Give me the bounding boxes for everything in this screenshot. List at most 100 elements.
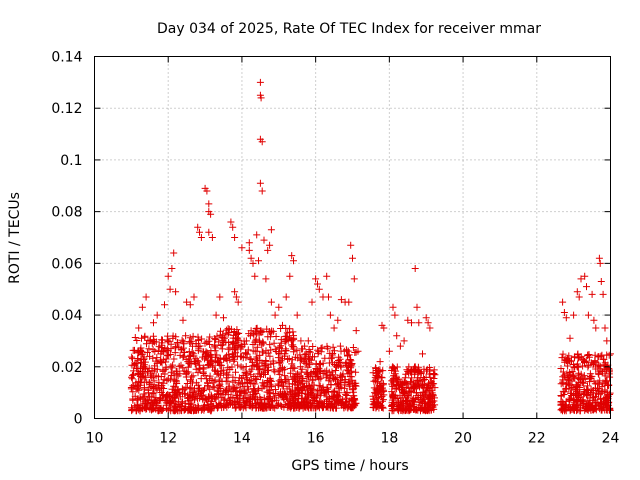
data-point — [283, 403, 291, 411]
data-point — [206, 375, 214, 383]
data-point — [149, 354, 157, 362]
data-point — [256, 370, 264, 378]
data-point — [129, 388, 137, 396]
data-point — [163, 377, 171, 385]
data-point — [286, 325, 294, 333]
data-point — [570, 405, 578, 413]
data-point — [309, 394, 317, 401]
data-point — [344, 351, 352, 359]
data-point — [260, 382, 268, 390]
data-point — [235, 400, 243, 408]
data-point — [131, 360, 139, 368]
data-point — [373, 367, 381, 374]
data-point — [266, 241, 274, 249]
data-point — [145, 389, 152, 397]
data-point — [140, 363, 148, 371]
data-point — [201, 371, 209, 379]
data-point — [574, 351, 582, 359]
data-point — [170, 355, 178, 363]
data-point — [393, 332, 401, 340]
y-tick-label: 0 — [74, 412, 83, 428]
data-point — [158, 406, 166, 414]
y-tick-label: 0.06 — [51, 256, 82, 272]
data-point — [143, 349, 151, 356]
data-point — [137, 364, 144, 372]
data-point — [559, 378, 567, 386]
data-point — [172, 343, 180, 351]
data-point — [595, 353, 603, 360]
y-tick-label: 0.14 — [51, 50, 82, 66]
data-point — [369, 392, 377, 400]
data-point — [294, 399, 302, 407]
data-point — [258, 138, 266, 146]
data-point — [230, 331, 238, 339]
data-point — [182, 373, 190, 381]
data-point — [298, 387, 306, 395]
data-point — [573, 390, 581, 398]
y-axis-label: ROTI / TECUs — [7, 192, 23, 284]
data-point — [285, 383, 293, 391]
x-tick-label: 16 — [307, 431, 325, 447]
data-point — [293, 384, 301, 392]
data-point — [192, 340, 200, 348]
data-point — [179, 398, 186, 406]
data-point — [426, 324, 434, 332]
data-point — [586, 373, 594, 381]
data-point — [226, 356, 234, 364]
data-point — [229, 223, 237, 231]
data-point — [591, 359, 599, 367]
data-point — [304, 396, 312, 404]
data-point — [328, 353, 336, 361]
data-point — [323, 272, 331, 280]
data-point — [261, 404, 269, 412]
data-point — [347, 367, 355, 375]
data-point — [200, 387, 207, 395]
data-point — [128, 361, 136, 369]
data-point — [165, 338, 173, 346]
data-point — [275, 303, 283, 311]
data-point — [163, 352, 171, 360]
data-point — [409, 365, 417, 373]
data-point — [404, 380, 412, 388]
data-point — [172, 405, 180, 413]
scatter-points — [127, 78, 614, 415]
data-point — [351, 401, 359, 409]
data-point — [234, 345, 242, 353]
data-point — [293, 347, 301, 355]
data-point — [138, 334, 145, 342]
data-point — [235, 374, 243, 382]
data-point — [304, 363, 312, 371]
data-point — [182, 332, 190, 340]
data-point — [399, 384, 406, 391]
data-point — [170, 370, 178, 378]
data-point — [298, 376, 306, 384]
data-point — [230, 357, 238, 365]
data-point — [152, 384, 160, 392]
data-point — [277, 325, 285, 332]
data-point — [391, 311, 399, 319]
data-point — [404, 394, 412, 402]
data-point — [352, 327, 360, 335]
data-point — [162, 393, 170, 401]
data-point — [309, 375, 317, 383]
x-tick-label: 22 — [528, 431, 546, 447]
data-point — [195, 384, 203, 392]
data-point — [262, 275, 270, 283]
data-point — [253, 329, 261, 337]
data-point — [211, 342, 219, 350]
data-point — [592, 324, 600, 332]
data-point — [411, 370, 419, 378]
data-point — [159, 336, 166, 344]
data-point — [315, 285, 323, 293]
data-point — [605, 351, 613, 359]
data-point — [304, 355, 312, 363]
data-point — [259, 348, 267, 356]
data-point — [200, 348, 208, 356]
data-point — [215, 390, 222, 398]
data-point — [430, 366, 438, 374]
data-point — [572, 403, 580, 411]
data-point — [147, 393, 155, 401]
x-tick-labels: 10 12 14 16 18 20 22 24 — [86, 431, 620, 447]
data-point — [587, 385, 595, 393]
data-point — [201, 339, 209, 347]
